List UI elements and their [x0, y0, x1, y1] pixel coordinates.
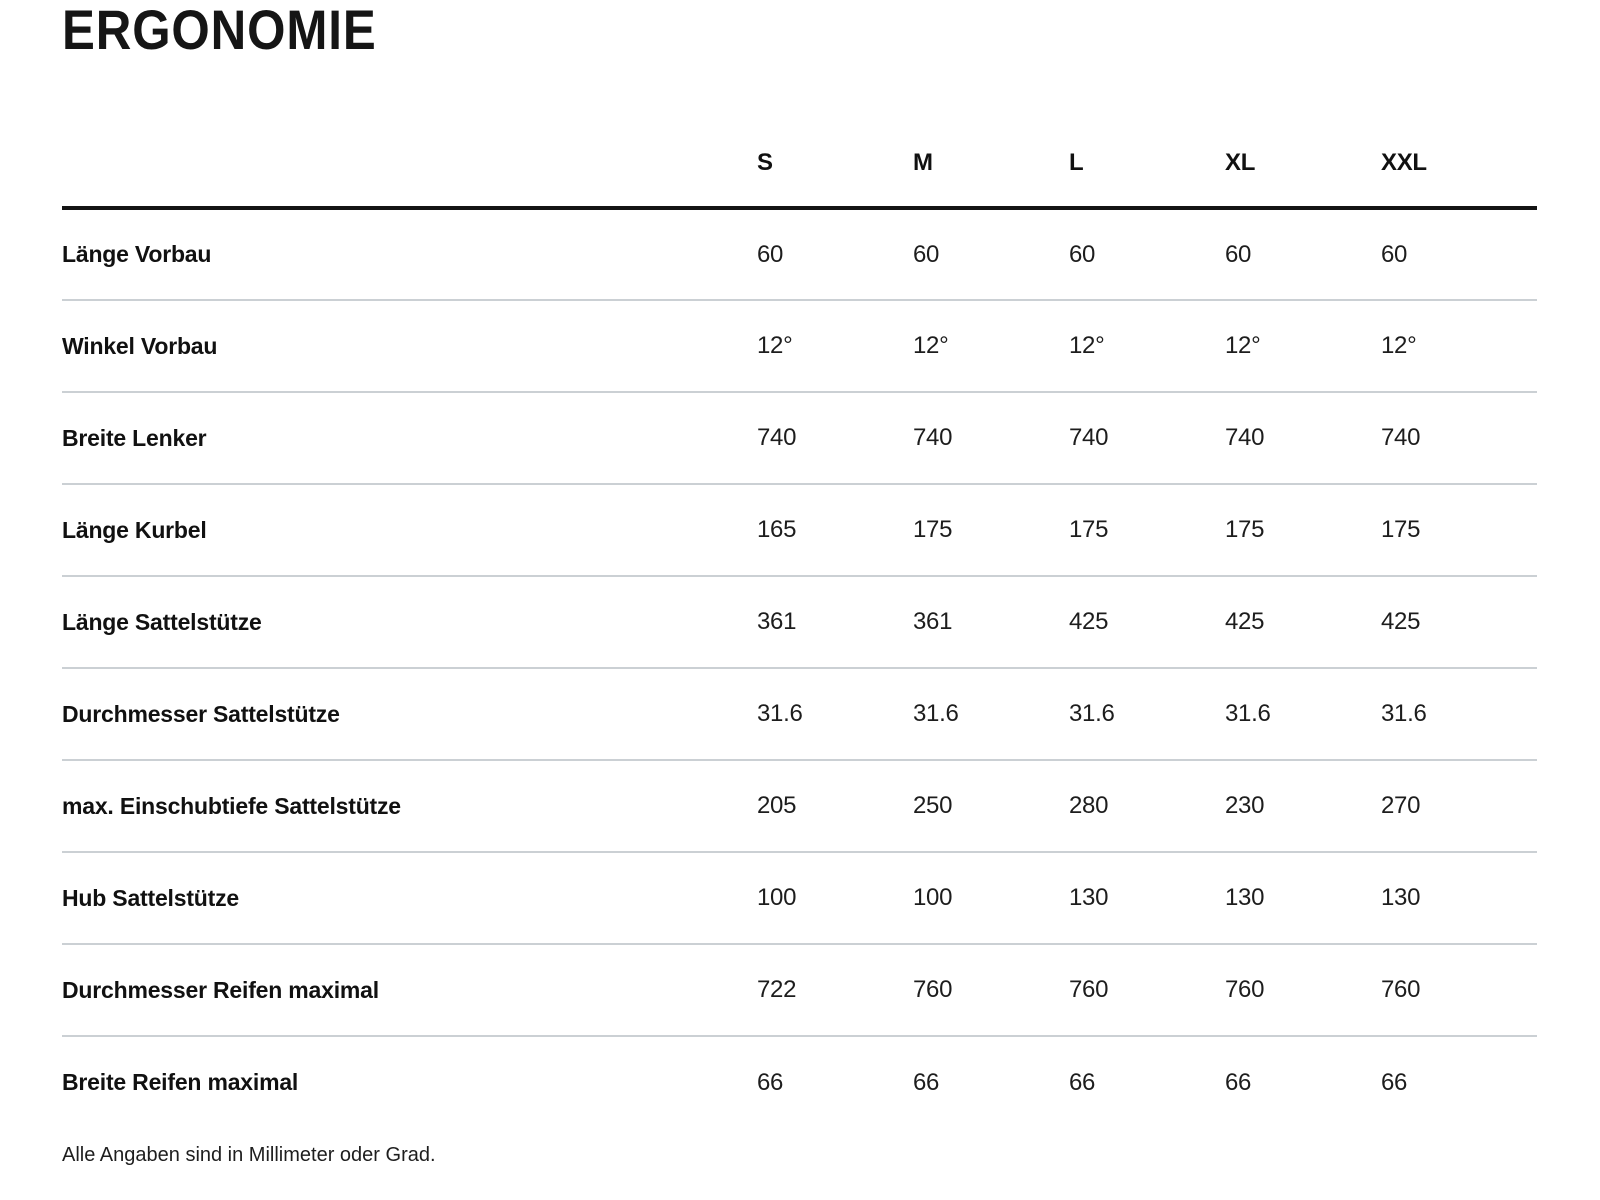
- cell-value: 270: [1381, 792, 1421, 819]
- row-label: Durchmesser Sattelstütze: [62, 700, 340, 727]
- ergonomics-table: S M L XL XXL Länge Vorbau 60 60 60 60 60…: [62, 120, 1537, 1128]
- cell-value: 740: [913, 424, 953, 451]
- table-row: Breite Reifen maximal 66 66 66 66 66: [62, 1036, 1537, 1128]
- cell-value: 12°: [757, 332, 793, 359]
- header-empty-cell: [62, 120, 757, 208]
- spec-page: ERGONOMIE S M L XL XXL Länge Vorbau 60 6…: [62, 2, 1600, 1166]
- cell-value: 205: [757, 792, 797, 819]
- cell-value: 165: [757, 516, 797, 543]
- cell-value: 740: [1381, 424, 1421, 451]
- table-row: Länge Vorbau 60 60 60 60 60: [62, 208, 1537, 300]
- row-label: Durchmesser Reifen maximal: [62, 976, 379, 1003]
- cell-value: 31.6: [757, 700, 803, 727]
- row-label: Länge Kurbel: [62, 516, 207, 543]
- cell-value: 100: [757, 884, 797, 911]
- cell-value: 230: [1225, 792, 1265, 819]
- cell-value: 740: [1225, 424, 1265, 451]
- cell-value: 760: [1381, 976, 1421, 1003]
- row-label: Breite Lenker: [62, 424, 207, 451]
- cell-value: 425: [1069, 608, 1109, 635]
- cell-value: 66: [1381, 1068, 1408, 1096]
- cell-value: 31.6: [1069, 700, 1115, 727]
- cell-value: 760: [1225, 976, 1265, 1003]
- table-row: Breite Lenker 740 740 740 740 740: [62, 392, 1537, 484]
- cell-value: 66: [1069, 1068, 1096, 1096]
- row-label: Länge Sattelstütze: [62, 608, 262, 635]
- cell-value: 60: [913, 240, 940, 268]
- row-label: max. Einschubtiefe Sattelstütze: [62, 792, 401, 819]
- cell-value: 760: [913, 976, 953, 1003]
- cell-value: 31.6: [913, 700, 959, 727]
- cell-value: 130: [1225, 884, 1265, 911]
- column-header-s: S: [757, 149, 773, 176]
- table-row: Winkel Vorbau 12° 12° 12° 12° 12°: [62, 300, 1537, 392]
- cell-value: 760: [1069, 976, 1109, 1003]
- cell-value: 66: [757, 1068, 784, 1096]
- page-title: ERGONOMIE: [62, 2, 1600, 58]
- table-row: Durchmesser Sattelstütze 31.6 31.6 31.6 …: [62, 668, 1537, 760]
- cell-value: 12°: [1069, 332, 1105, 359]
- column-header-xl: XL: [1225, 149, 1256, 176]
- cell-value: 740: [757, 424, 797, 451]
- cell-value: 130: [1381, 884, 1421, 911]
- cell-value: 12°: [1381, 332, 1417, 359]
- cell-value: 361: [913, 608, 953, 635]
- cell-value: 60: [757, 240, 784, 268]
- cell-value: 66: [913, 1068, 940, 1096]
- cell-value: 66: [1225, 1068, 1252, 1096]
- table-row: Durchmesser Reifen maximal 722 760 760 7…: [62, 944, 1537, 1036]
- cell-value: 361: [757, 608, 797, 635]
- units-footnote: Alle Angaben sind in Millimeter oder Gra…: [62, 1144, 436, 1166]
- cell-value: 60: [1381, 240, 1408, 268]
- column-header-m: M: [913, 149, 933, 176]
- table-row: Länge Kurbel 165 175 175 175 175: [62, 484, 1537, 576]
- cell-value: 31.6: [1225, 700, 1271, 727]
- cell-value: 130: [1069, 884, 1109, 911]
- table-header-row: S M L XL XXL: [62, 120, 1537, 208]
- cell-value: 12°: [913, 332, 949, 359]
- cell-value: 60: [1225, 240, 1252, 268]
- cell-value: 31.6: [1381, 700, 1427, 727]
- cell-value: 175: [1225, 516, 1265, 543]
- cell-value: 425: [1381, 608, 1421, 635]
- page-title-text: ERGONOMIE: [62, 0, 377, 61]
- cell-value: 175: [1381, 516, 1421, 543]
- cell-value: 175: [913, 516, 953, 543]
- cell-value: 100: [913, 884, 953, 911]
- table-row: Hub Sattelstütze 100 100 130 130 130: [62, 852, 1537, 944]
- table-row: Länge Sattelstütze 361 361 425 425 425: [62, 576, 1537, 668]
- cell-value: 12°: [1225, 332, 1261, 359]
- cell-value: 175: [1069, 516, 1109, 543]
- row-label: Länge Vorbau: [62, 241, 212, 267]
- row-label: Breite Reifen maximal: [62, 1069, 299, 1095]
- row-label: Winkel Vorbau: [62, 332, 218, 359]
- column-header-l: L: [1069, 149, 1084, 176]
- cell-value: 280: [1069, 792, 1109, 819]
- cell-value: 740: [1069, 424, 1109, 451]
- cell-value: 722: [757, 976, 797, 1003]
- column-header-xxl: XXL: [1381, 149, 1427, 176]
- row-label: Hub Sattelstütze: [62, 884, 239, 911]
- cell-value: 250: [913, 792, 953, 819]
- table-row: max. Einschubtiefe Sattelstütze 205 250 …: [62, 760, 1537, 852]
- cell-value: 60: [1069, 240, 1096, 268]
- cell-value: 425: [1225, 608, 1265, 635]
